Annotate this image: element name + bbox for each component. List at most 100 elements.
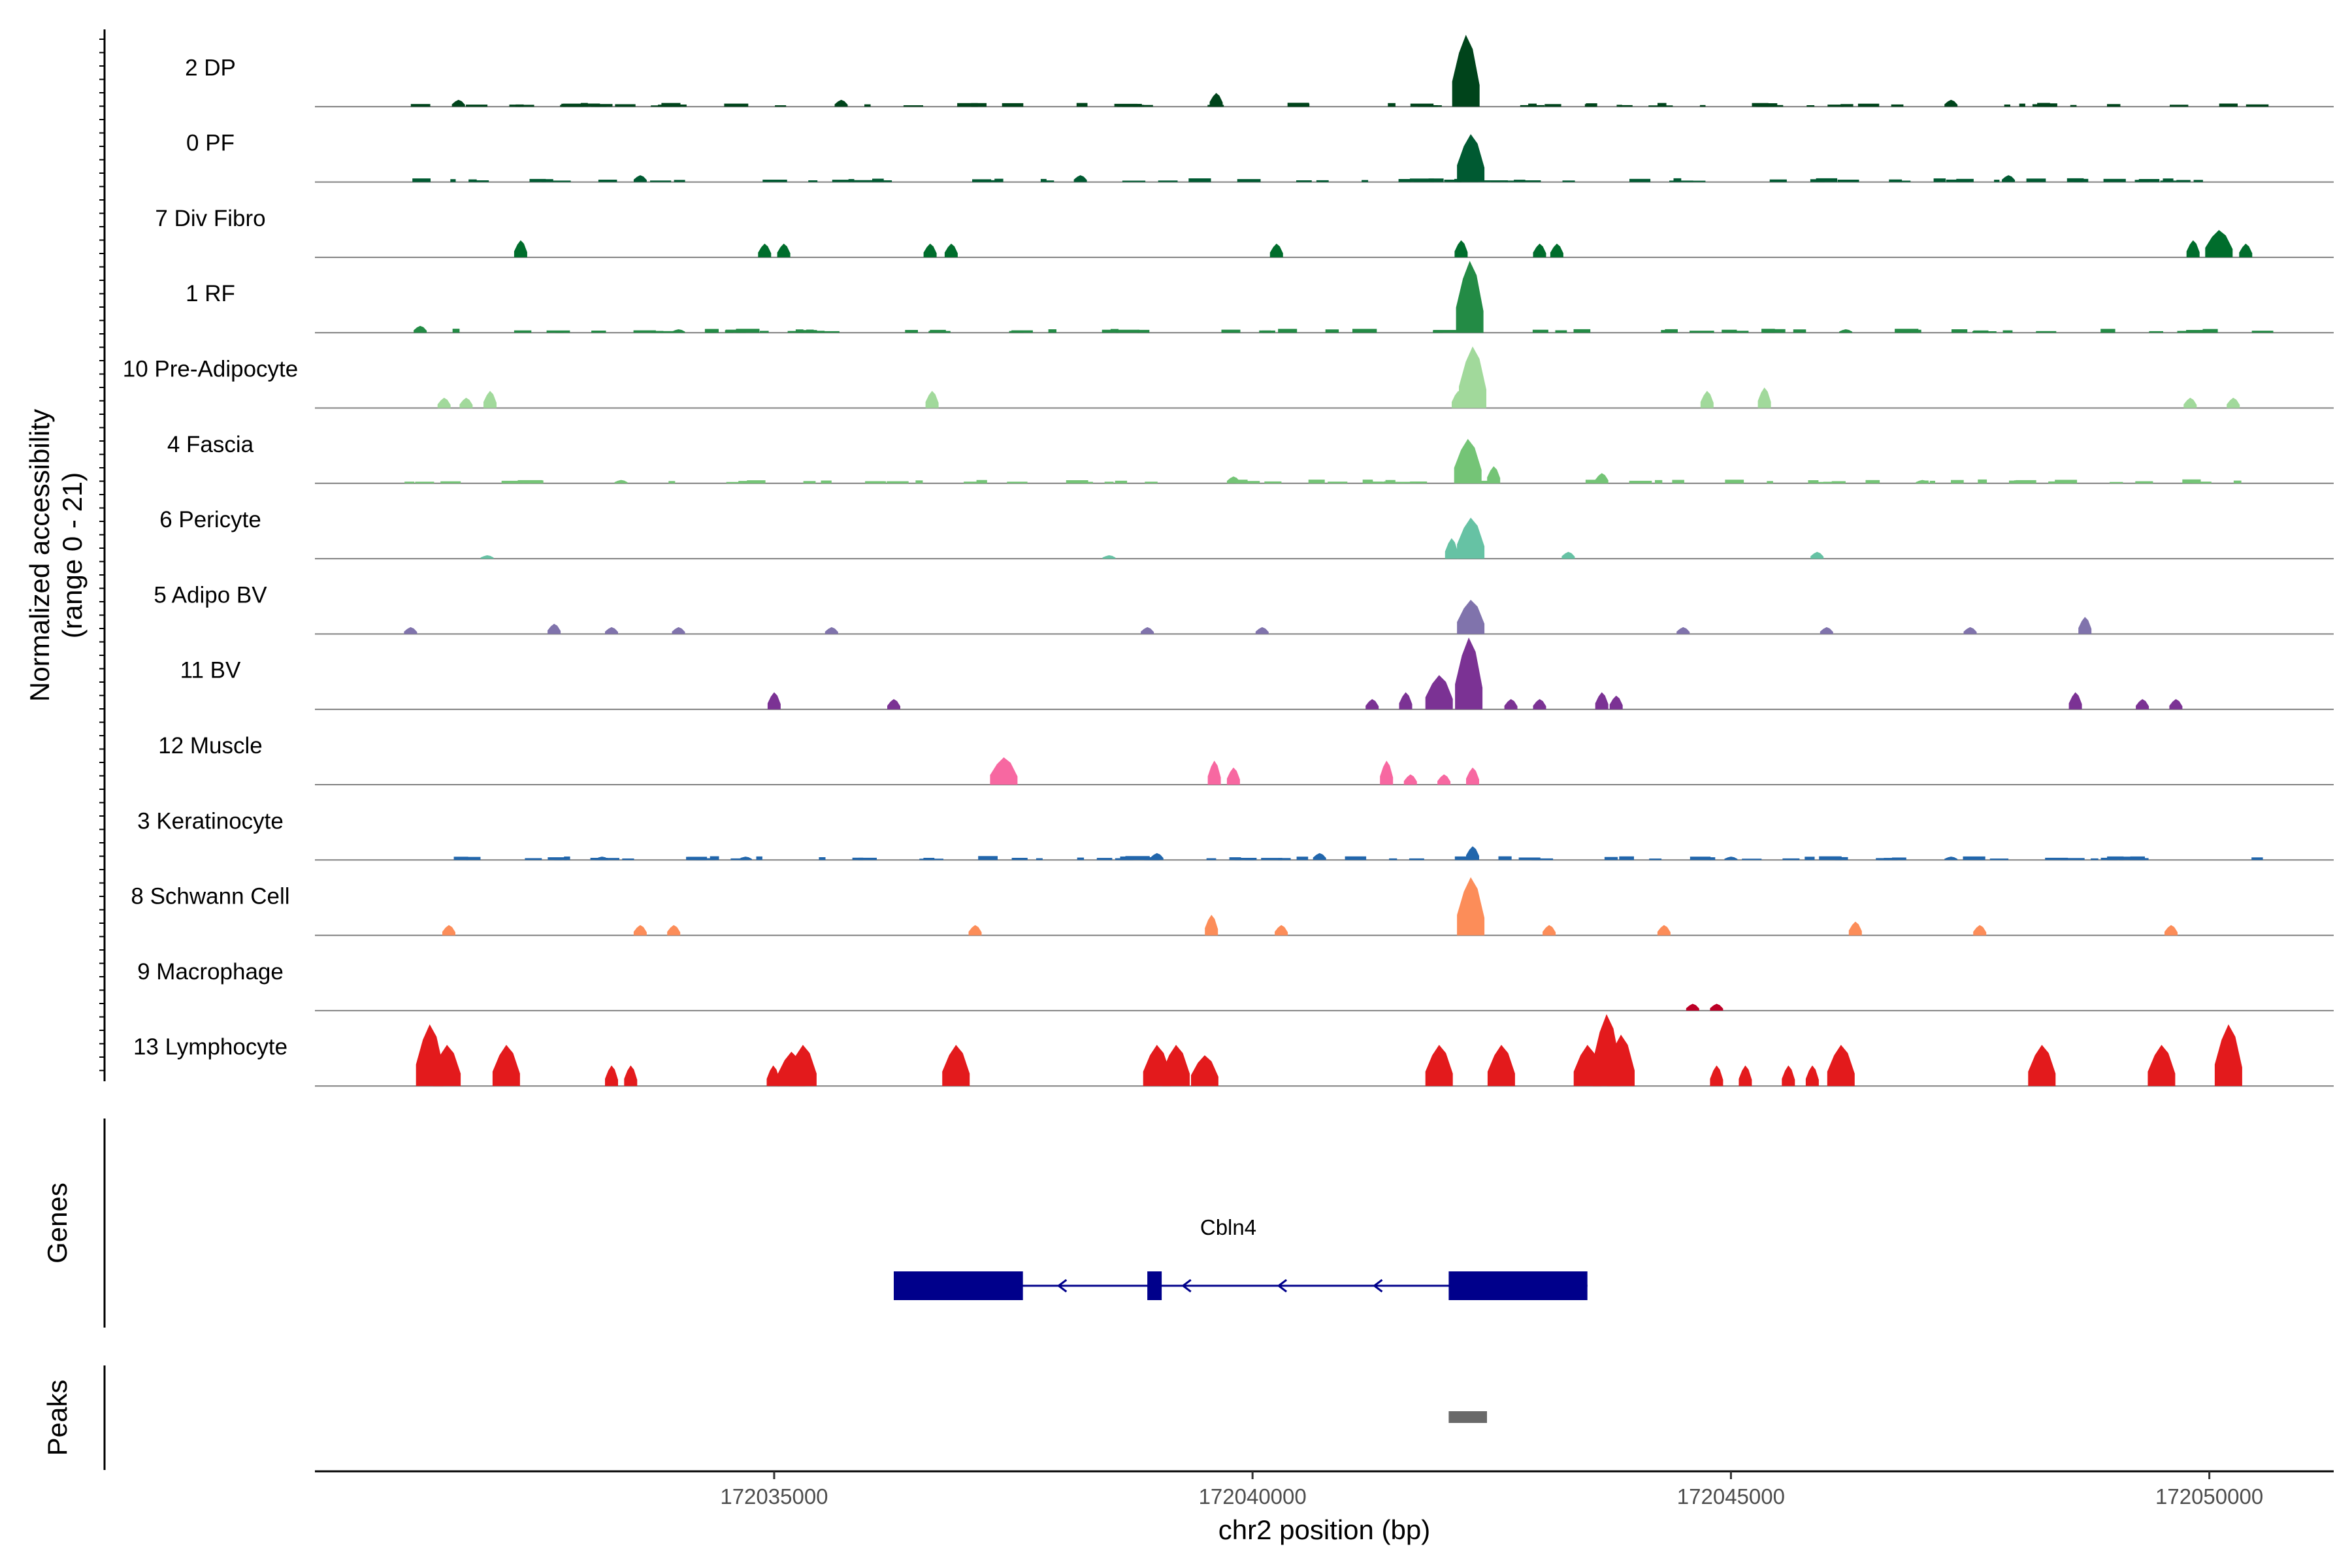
coverage-noise — [650, 180, 672, 182]
coverage-noise — [1989, 858, 2009, 860]
coverage-peak — [1150, 853, 1164, 860]
coverage-noise — [1278, 858, 1291, 860]
coverage-noise — [706, 330, 714, 333]
coverage-noise — [1002, 103, 1024, 107]
coverage-peak — [1595, 692, 1609, 710]
coverage-noise — [1769, 179, 1787, 182]
coverage-noise — [2110, 482, 2123, 483]
coverage-noise — [2246, 104, 2269, 107]
coverage-peak — [1209, 93, 1223, 107]
coverage-peak — [442, 924, 455, 936]
coverage-noise — [1484, 180, 1508, 182]
coverage-noise — [2251, 331, 2274, 333]
coverage-noise — [1158, 180, 1178, 182]
coverage-peak — [1595, 473, 1609, 483]
coverage-noise — [1764, 329, 1786, 333]
track-label: 0 PF — [186, 131, 235, 156]
coverage-noise — [2177, 331, 2190, 333]
coverage-noise — [2060, 858, 2085, 860]
coverage-noise — [736, 329, 760, 333]
coverage-peak — [437, 397, 451, 408]
coverage-track: 7 Div Fibro — [155, 206, 2334, 258]
coverage-noise — [1388, 103, 1396, 107]
track-label: 1 RF — [186, 281, 235, 306]
coverage-noise — [848, 179, 855, 182]
coverage-noise — [2004, 105, 2010, 107]
coverage-peak — [1700, 391, 1714, 408]
coverage-peak — [1820, 627, 1833, 634]
coverage-noise — [1221, 329, 1241, 333]
coverage-peak — [1437, 774, 1451, 785]
coverage-noise — [1629, 480, 1652, 483]
coverage-noise — [1729, 331, 1749, 333]
coverage-peak — [1226, 476, 1240, 483]
coverage-peak — [1487, 1045, 1515, 1086]
coverage-noise — [1901, 180, 1911, 182]
coverage-noise — [905, 330, 918, 333]
coverage-noise — [1518, 857, 1541, 860]
coverage-noise — [2182, 479, 2201, 483]
peak-region — [1448, 1411, 1487, 1423]
coverage-peak — [1805, 1065, 1819, 1086]
coverage-peak — [2136, 699, 2149, 710]
coverage-peak — [1380, 760, 1394, 785]
coverage-noise — [1725, 480, 1744, 483]
coverage-peak — [1848, 921, 1862, 936]
coverage-peak — [514, 240, 527, 257]
track-label: 9 Macrophage — [137, 959, 284, 985]
coverage-track: 3 Keratinocyte — [137, 808, 2334, 861]
strand-arrow-icon — [1373, 1279, 1383, 1293]
track-label: 10 Pre-Adipocyte — [123, 357, 298, 382]
track-label: 12 Muscle — [158, 733, 263, 759]
coverage-peak — [451, 99, 465, 107]
coverage-noise — [518, 105, 534, 107]
coverage-noise — [808, 180, 818, 182]
coverage-noise — [528, 480, 544, 483]
coverage-peak — [1162, 1045, 1190, 1086]
coverage-peak — [2239, 243, 2253, 257]
coverage-noise — [1428, 178, 1444, 182]
coverage-noise — [1410, 482, 1428, 483]
coverage-noise — [1385, 480, 1396, 483]
coverage-peak — [1916, 480, 1929, 483]
coverage-noise — [450, 179, 456, 182]
coverage-noise — [1396, 482, 1405, 483]
coverage-noise — [2055, 480, 2078, 483]
coverage-noise — [1444, 180, 1462, 182]
coverage-noise — [1528, 103, 1537, 107]
coverage-noise — [1933, 178, 1946, 182]
coverage-peak — [2164, 924, 2178, 936]
coverage-noise — [2189, 330, 2210, 333]
coverage-noise — [2070, 105, 2077, 107]
coverage-peak — [480, 555, 494, 559]
coverage-noise — [1066, 480, 1088, 483]
coverage-track: 4 Fascia — [167, 432, 2334, 484]
coverage-noise — [1655, 480, 1663, 483]
coverage-track: 10 Pre-Adipocyte — [123, 346, 2334, 409]
coverage-peak — [1255, 627, 1269, 634]
coverage-peak — [1944, 99, 1958, 107]
strand-arrow-icon — [1056, 1279, 1068, 1293]
coverage-noise — [1320, 180, 1327, 182]
coverage-noise — [598, 180, 617, 182]
coverage-peak — [2078, 617, 2092, 634]
coverage-noise — [724, 103, 749, 107]
coverage-peak — [1190, 1055, 1218, 1086]
coverage-noise — [1767, 481, 1773, 483]
coverage-noise — [2138, 179, 2160, 182]
coverage-peak — [1457, 877, 1485, 936]
coverage-noise — [1345, 856, 1367, 860]
coverage-noise — [1816, 178, 1838, 182]
strand-arrow-icon — [1277, 1279, 1287, 1293]
coverage-noise — [1722, 329, 1737, 333]
coverage-noise — [2149, 331, 2163, 333]
coverage-noise — [1137, 329, 1150, 333]
coverage-noise — [552, 180, 571, 182]
coverage-noise — [756, 856, 762, 860]
coverage-noise — [1951, 480, 1964, 483]
coverage-peak — [1757, 387, 1771, 408]
coverage-noise — [1410, 103, 1434, 107]
coverage-noise — [2192, 482, 2212, 483]
coverage-noise — [2202, 329, 2218, 333]
coverage-noise — [1188, 178, 1211, 182]
